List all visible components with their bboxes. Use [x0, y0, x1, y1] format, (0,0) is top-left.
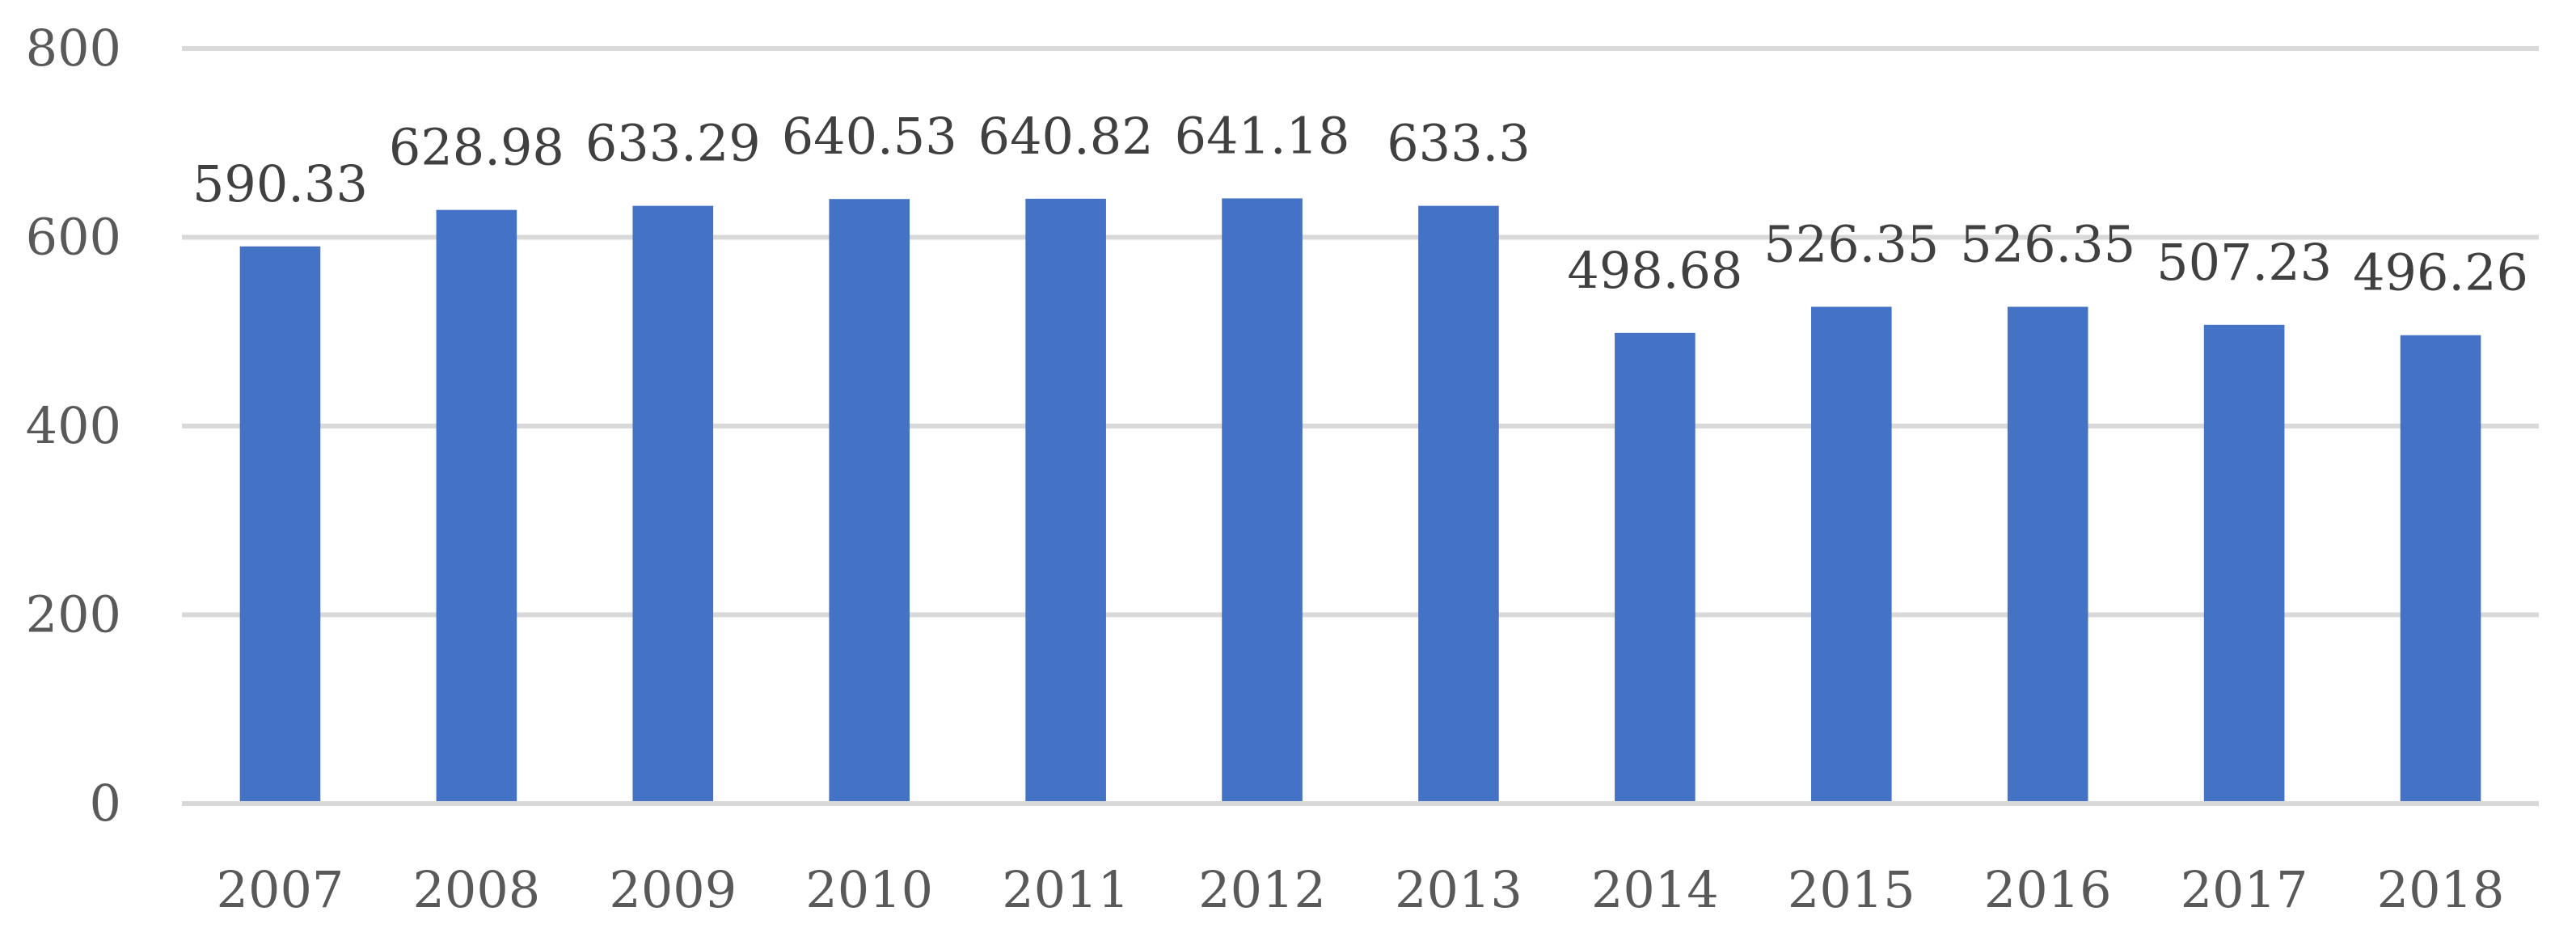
bar-2009	[632, 205, 714, 804]
x-tick-label: 2017	[2181, 860, 2308, 919]
bar-2013	[1418, 205, 1499, 804]
x-tick-label: 2009	[609, 860, 737, 919]
bar-2012	[1222, 198, 1303, 804]
y-tick-label: 800	[26, 19, 121, 78]
y-tick-label: 0	[90, 774, 121, 833]
x-tick-label: 2011	[1002, 860, 1130, 919]
x-tick-label: 2014	[1591, 860, 1719, 919]
gridlines	[182, 46, 2539, 618]
data-label: 507.23	[2156, 233, 2332, 292]
data-label: 641.18	[1175, 106, 1350, 165]
data-label: 526.35	[1763, 214, 1939, 273]
x-tick-label: 2010	[805, 860, 933, 919]
data-label: 633.3	[1387, 114, 1531, 173]
bar-2007	[239, 246, 321, 804]
bar-2016	[2007, 306, 2088, 804]
data-label: 498.68	[1567, 241, 1742, 300]
data-label: 633.29	[585, 114, 761, 173]
x-tick-label: 2012	[1198, 860, 1326, 919]
data-label: 496.26	[2353, 243, 2528, 302]
data-label: 628.98	[389, 118, 564, 177]
x-axis-ticks: 2007 2008 2009 2010 2011 2012 2013 2014 2015 2016…	[217, 860, 2505, 919]
x-tick-label: 2007	[217, 860, 344, 919]
data-label: 640.82	[978, 107, 1154, 166]
bar-2010	[829, 199, 910, 804]
x-tick-label: 2013	[1395, 860, 1522, 919]
y-tick-label: 200	[26, 585, 121, 644]
bar-2008	[436, 209, 517, 804]
bar-2014	[1615, 332, 1696, 804]
bar-2018	[2400, 335, 2481, 804]
data-label: 640.53	[782, 107, 957, 166]
bar-2015	[1810, 306, 1892, 804]
x-tick-label: 2008	[412, 860, 540, 919]
data-label: 526.35	[1960, 214, 2135, 273]
data-labels: 590.33 628.98 633.29 640.53 640.82 641.18 633.…	[192, 106, 2528, 302]
data-label: 590.33	[192, 154, 368, 213]
x-tick-label: 2018	[2377, 860, 2505, 919]
x-tick-label: 2016	[1984, 860, 2112, 919]
y-axis-ticks: 0 200 400 600 800	[26, 19, 121, 833]
x-tick-label: 2015	[1788, 860, 1915, 919]
bars	[239, 198, 2481, 804]
y-tick-label: 400	[26, 396, 121, 455]
y-tick-label: 600	[26, 208, 121, 267]
bar-2011	[1025, 198, 1106, 804]
bar-2017	[2203, 324, 2285, 804]
